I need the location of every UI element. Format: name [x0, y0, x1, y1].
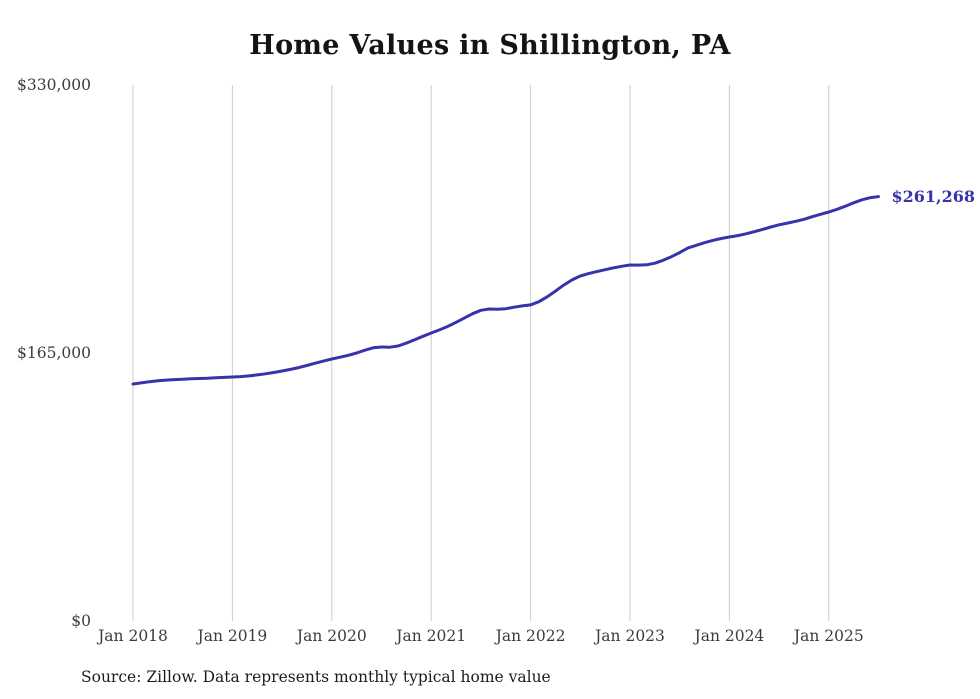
x-tick-label: Jan 2022	[494, 627, 566, 645]
y-tick-label: $165,000	[17, 344, 91, 362]
value-line	[131, 195, 880, 386]
x-tick-label: Jan 2024	[692, 627, 764, 645]
x-tick-label: Jan 2025	[792, 627, 864, 645]
chart-title: Home Values in Shillington, PA	[249, 30, 731, 61]
x-tick-label: Jan 2018	[96, 627, 168, 645]
y-tick-label: $0	[71, 612, 91, 630]
end-value-label: $261,268	[892, 187, 976, 206]
x-tick-label: Jan 2023	[593, 627, 665, 645]
y-tick-label: $330,000	[17, 76, 91, 94]
source-note: Source: Zillow. Data represents monthly …	[81, 668, 551, 686]
x-tick-label: Jan 2019	[195, 627, 267, 645]
x-tick-label: Jan 2021	[394, 627, 466, 645]
x-tick-label: Jan 2020	[295, 627, 367, 645]
